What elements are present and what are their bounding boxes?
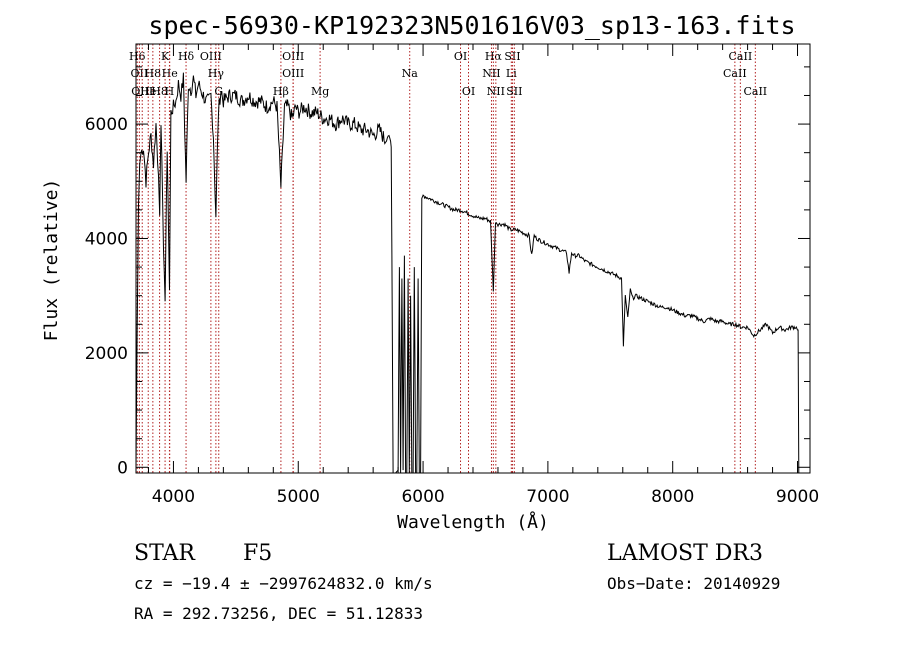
x-tick-label: 5000 [277, 487, 320, 507]
survey-name: LAMOST DR3 [607, 541, 763, 566]
line-label: Hγ [208, 67, 225, 80]
x-tick-label: 8000 [651, 487, 694, 507]
x-tick-label: 4000 [152, 487, 195, 507]
velocity-readout: cz = −19.4 ± −2997624832.0 km/s [134, 574, 433, 593]
y-tick-label: 0 [117, 458, 128, 478]
line-label: CaII [723, 67, 747, 80]
y-tick-label: 4000 [85, 229, 128, 249]
line-label: Hα [485, 50, 503, 63]
line-label: Na [402, 67, 419, 80]
spectrum-series-line [135, 72, 800, 474]
x-axis-label: Wavelength (Å) [397, 511, 549, 533]
line-label: H6 [129, 50, 146, 63]
line-label: H8 [145, 67, 162, 80]
x-tick-label: 6000 [401, 487, 444, 507]
line-label: OIII [282, 67, 304, 80]
line-label: CaII [729, 50, 753, 63]
line-label: Hβ [273, 85, 289, 98]
line-label: H [165, 85, 175, 98]
line-label: K [161, 50, 170, 63]
line-label: OI [454, 50, 467, 63]
line-label: OIII [131, 85, 153, 98]
y-axis-label: Flux (relative) [41, 179, 62, 342]
line-label: H8 [151, 85, 168, 98]
line-label: SII [504, 50, 520, 63]
obs-date: Obs−Date: 20140929 [607, 574, 780, 593]
object-subclass: F5 [243, 541, 272, 566]
line-label: OII [131, 67, 149, 80]
line-label: OI [462, 85, 475, 98]
y-tick-label: 2000 [85, 344, 128, 364]
x-tick-label: 7000 [526, 487, 569, 507]
object-class: STAR [134, 541, 196, 566]
coordinates: RA = 292.73256, DEC = 51.12833 [134, 604, 423, 623]
chart-title: spec-56930-KP192323N501616V03_sp13-163.f… [148, 11, 795, 40]
line-label: He [140, 85, 156, 98]
line-label: OIII [200, 50, 222, 63]
line-label: SII [506, 85, 522, 98]
line-label: NII [482, 67, 500, 80]
line-label: NII [487, 85, 505, 98]
line-label: Li [506, 67, 517, 80]
axis-ticks: 4000 5000 6000 7000 8000 9000 0 2000 4000 6000 [85, 44, 819, 507]
plot-frame [135, 43, 811, 474]
y-tick-label: 6000 [85, 115, 128, 135]
line-label: G [214, 85, 223, 98]
x-tick-label: 9000 [776, 487, 819, 507]
line-label: Hδ [178, 50, 195, 63]
line-label: CaII [743, 85, 767, 98]
line-label: Mg [311, 85, 329, 98]
